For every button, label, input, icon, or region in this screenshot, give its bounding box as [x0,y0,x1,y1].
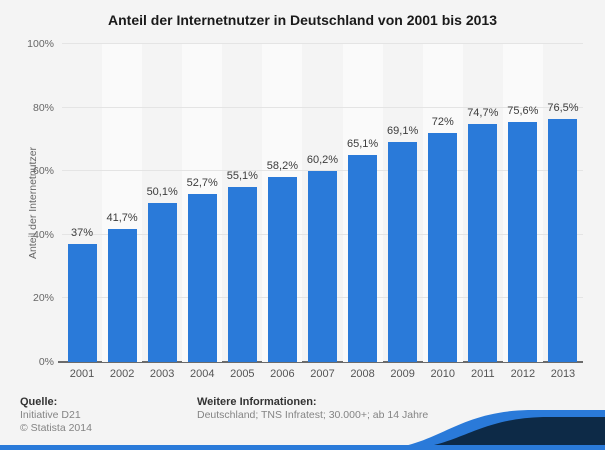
gridline-80% [62,106,583,108]
value-label-2003: 50,1% [146,185,178,198]
x-tick-2007: 2007 [310,368,335,380]
value-label-2010: 72% [431,116,454,129]
source-name: Initiative D21 [20,409,81,421]
bar-2012 [508,121,538,362]
bar-2010 [428,133,458,362]
value-label-2006: 58,2% [266,159,298,172]
y-tick-20%: 20% [32,292,54,305]
x-tick-2013: 2013 [550,368,576,380]
bar-2007 [308,170,337,362]
value-label-2009: 69,1% [387,125,419,138]
value-label-2008: 65,1% [346,137,379,150]
x-tick-2008: 2008 [350,368,375,380]
copyright: © Statista 2014 [20,422,92,434]
x-tick-2004: 2004 [190,368,215,380]
bar-2011 [468,124,498,362]
y-tick-0%: 0% [38,356,54,368]
statista-banner: statista [0,405,605,450]
value-label-2007: 60,2% [306,153,339,166]
bar-2013 [548,118,578,362]
y-axis-title: Anteil der Internetnutzer [27,146,39,260]
chart-title: Anteil der Internetnutzer in Deutschland… [108,12,497,28]
x-tick-2005: 2005 [230,368,255,380]
value-label-2001: 37% [71,227,94,240]
x-tick-2002: 2002 [109,368,135,380]
info-label: Weitere Informationen: [197,396,317,408]
bar-2009 [388,142,418,362]
x-tick-2001: 2001 [69,368,95,380]
bar-2003 [147,202,177,362]
x-tick-2012: 2012 [510,368,536,380]
plot-area: 37% 41,7% 50,1% 52,7% 55,1% 58,2% 60,2% 65,1% 69… [58,43,583,363]
value-label-2013: 76,5% [547,101,579,114]
y-tick-100%: 100% [27,38,54,50]
x-tick-2003: 2003 [149,368,175,380]
value-label-2002: 41,7% [106,212,138,225]
source-label: Quelle: [20,396,58,408]
value-label-2011: 74,7% [467,107,499,120]
value-label-2012: 75,6% [507,104,539,117]
x-tick-2011: 2011 [470,368,495,380]
y-tick-60%: 60% [32,165,54,178]
banner-bottom-strip [0,445,605,450]
value-label-2005: 55,1% [226,169,258,182]
y-tick-40%: 40% [32,228,54,241]
x-tick-2010: 2010 [430,368,455,380]
bar-2004 [187,194,217,362]
bar-2005 [227,186,257,362]
gridline-100% [62,43,583,44]
banner-navy-wave [398,417,605,450]
bar-2006 [267,176,297,362]
x-tick-2006: 2006 [270,368,295,380]
bar-2001 [67,244,97,362]
bar-2008 [348,154,378,362]
x-axis-line [58,361,583,363]
info-text: Deutschland; TNS Infratest; 30.000+; ab … [197,409,429,421]
bar-2002 [107,229,137,362]
y-tick-80%: 80% [32,101,54,114]
x-tick-2009: 2009 [390,368,415,380]
value-label-2004: 52,7% [186,177,218,190]
source-block: Quelle: Initiative D21 © Statista 2014 [20,396,92,435]
banner-graphic [0,410,605,450]
info-block: Weitere Informationen: Deutschland; TNS … [197,396,428,422]
